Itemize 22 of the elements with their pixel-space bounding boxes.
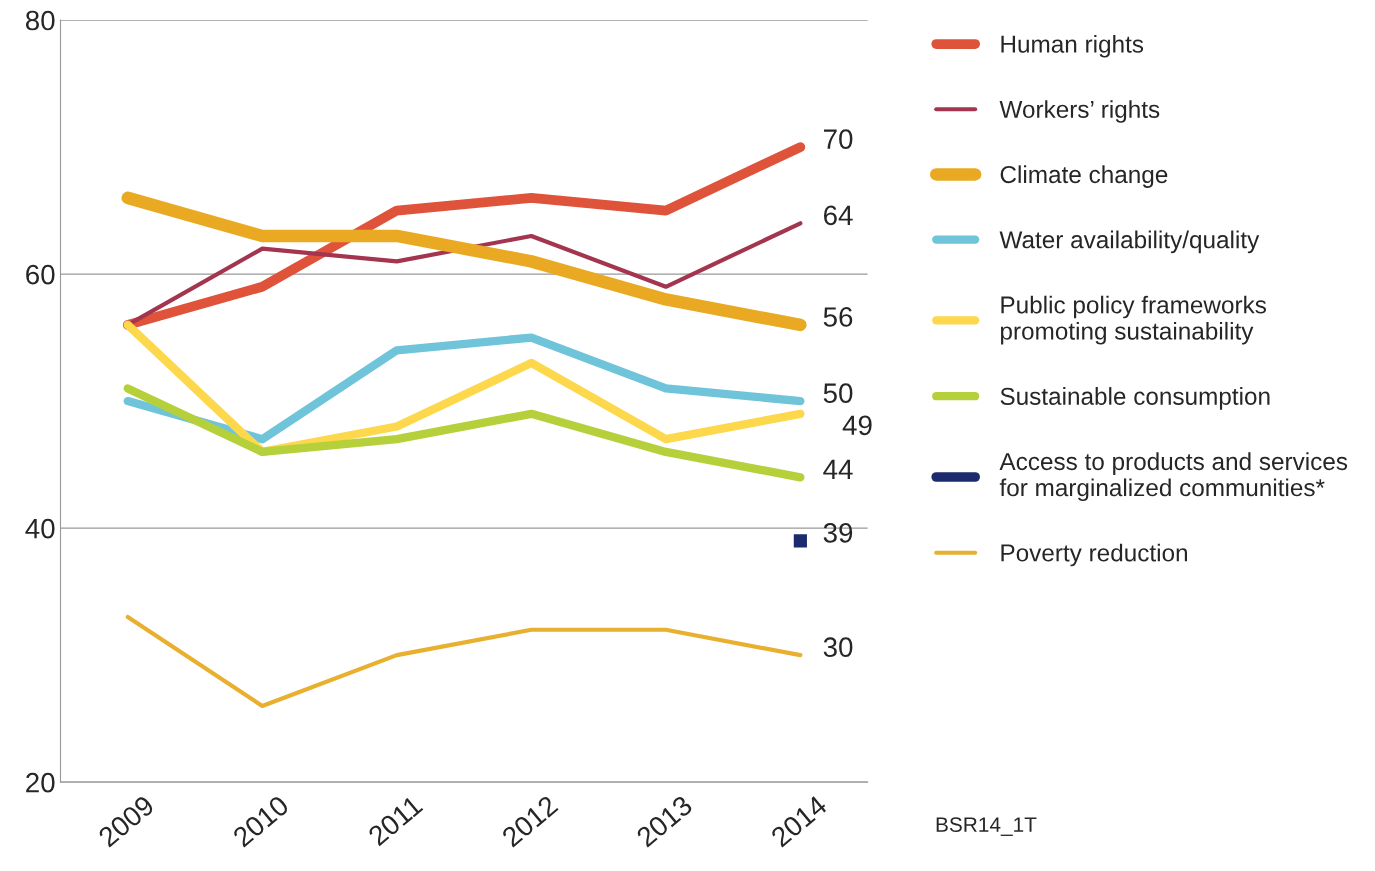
legend-label: Access to products and services for marginalized communities* <box>999 452 1348 502</box>
y-tick-label: 80 <box>25 10 55 31</box>
legend-label: Poverty reduction <box>1001 543 1188 567</box>
legend-label: Public policy frameworks promoting sustainability <box>1001 295 1267 345</box>
data-label: 49 <box>842 415 872 436</box>
data-label: 56 <box>823 307 853 327</box>
legend-label: Climate change <box>1000 165 1168 188</box>
legend-label: Sustainable consumption <box>1000 387 1270 410</box>
line-series <box>125 614 803 709</box>
y-tick-label: 60 <box>26 264 55 285</box>
legend-label: Human rights <box>1001 34 1144 58</box>
data-label: 44 <box>823 459 853 479</box>
legend-label: Workers’ rights <box>999 100 1160 123</box>
legend-label: Water availability/quality <box>999 230 1260 254</box>
data-label: 39 <box>823 523 853 543</box>
y-tick-label: 20 <box>26 772 55 793</box>
data-label: 64 <box>824 205 853 226</box>
y-tick-label: 40 <box>25 518 55 539</box>
data-label: 50 <box>823 383 853 403</box>
data-label: 70 <box>824 129 853 149</box>
data-label: 30 <box>823 637 853 658</box>
text: BSR14_1T <box>936 817 1037 836</box>
